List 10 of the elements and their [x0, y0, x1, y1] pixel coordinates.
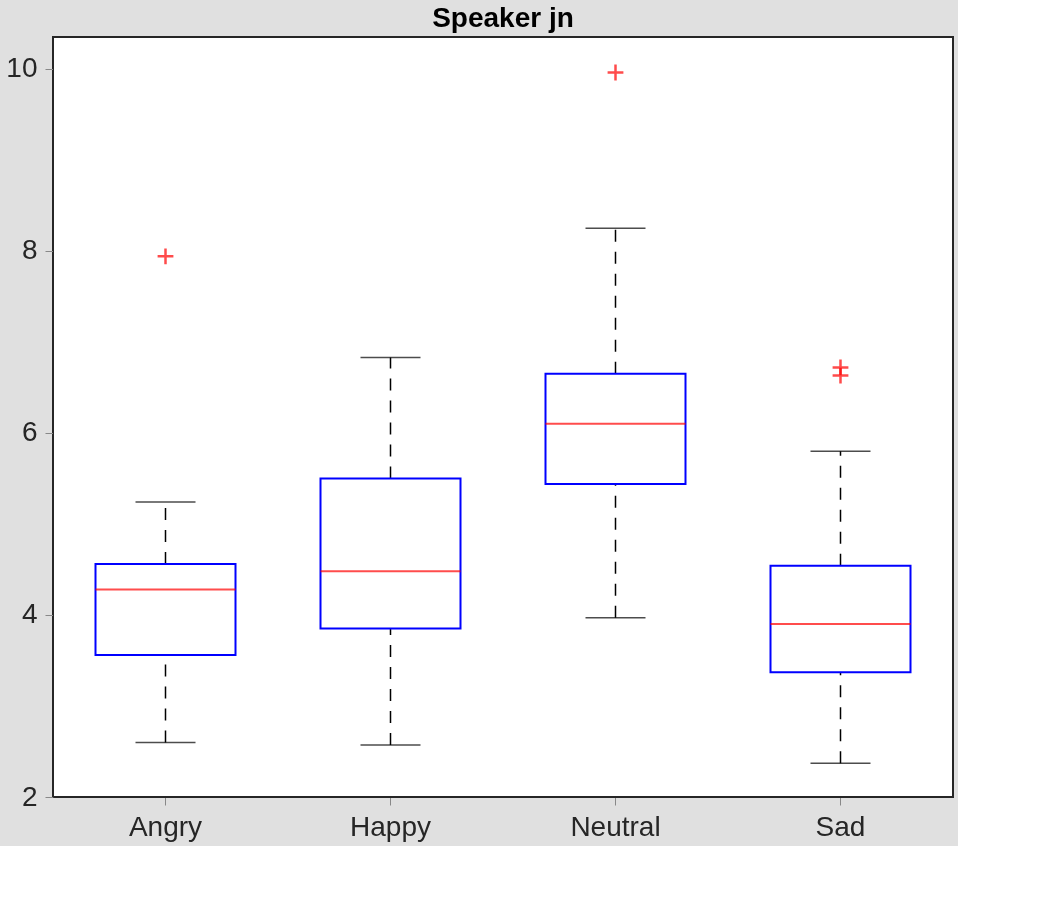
- y-tick-label: 2: [21, 780, 38, 812]
- x-tick-label: Angry: [128, 810, 203, 842]
- y-tick-label: 10: [6, 52, 38, 84]
- y-tick-label: 6: [21, 416, 38, 448]
- chart-title: Speaker jn: [432, 2, 574, 33]
- y-tick-label: 8: [21, 234, 38, 266]
- y-tick-label: 4: [21, 598, 38, 630]
- x-tick-label: Happy: [350, 810, 431, 842]
- x-tick-label: Sad: [815, 810, 866, 842]
- x-tick-label: Neutral: [570, 810, 661, 842]
